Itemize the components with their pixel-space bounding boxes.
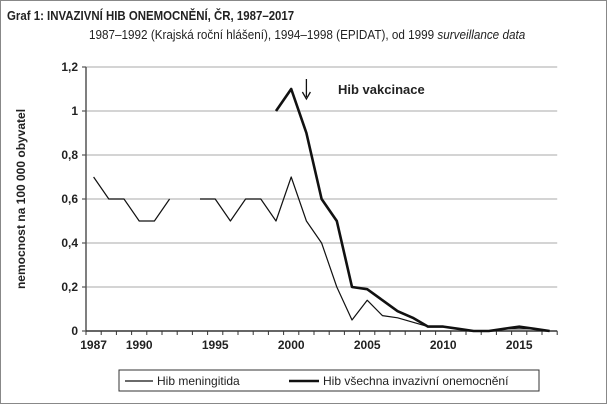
annotation-label: Hib vakcinace: [338, 82, 425, 97]
legend-label-meningitis: Hib meningitida: [157, 374, 240, 388]
x-tick-label: 2015: [506, 338, 533, 352]
subtitle-italic: surveillance data: [437, 27, 526, 42]
y-tick-label: 0,4: [61, 236, 78, 250]
y-tick-label: 0,2: [61, 280, 78, 294]
y-tick-label: 1,2: [61, 60, 78, 74]
y-tick-label: 0,8: [61, 148, 78, 162]
arrow-head-icon: [301, 91, 311, 101]
legend: [118, 369, 540, 392]
legend-label-invasive: Hib všechna invazivní onemocnění: [323, 374, 509, 388]
x-tick-label: 1990: [126, 338, 153, 352]
series-line-invasive: [274, 87, 550, 333]
x-tick-label: 1995: [202, 338, 229, 352]
subtitle-text: 1987–1992 (Krajská roční hlášení), 1994–…: [89, 27, 438, 42]
x-tick-label: 2005: [354, 338, 381, 352]
x-tick-label: 2000: [278, 338, 305, 352]
y-axis-label: nemocnost na 100 000 obyvatel: [14, 109, 28, 289]
y-tick-label: 0,6: [61, 192, 78, 206]
y-tick-label: 1: [71, 104, 78, 118]
x-tick-label: 1987: [80, 338, 107, 352]
chart-title: Graf 1: INVAZIVNÍ HIB ONEMOCNĚNÍ, ČR, 19…: [7, 8, 295, 23]
y-tick-label: 0: [71, 324, 78, 338]
chart-subtitle: 1987–1992 (Krajská roční hlášení), 1994–…: [89, 27, 525, 42]
x-tick-label: 2010: [430, 338, 457, 352]
